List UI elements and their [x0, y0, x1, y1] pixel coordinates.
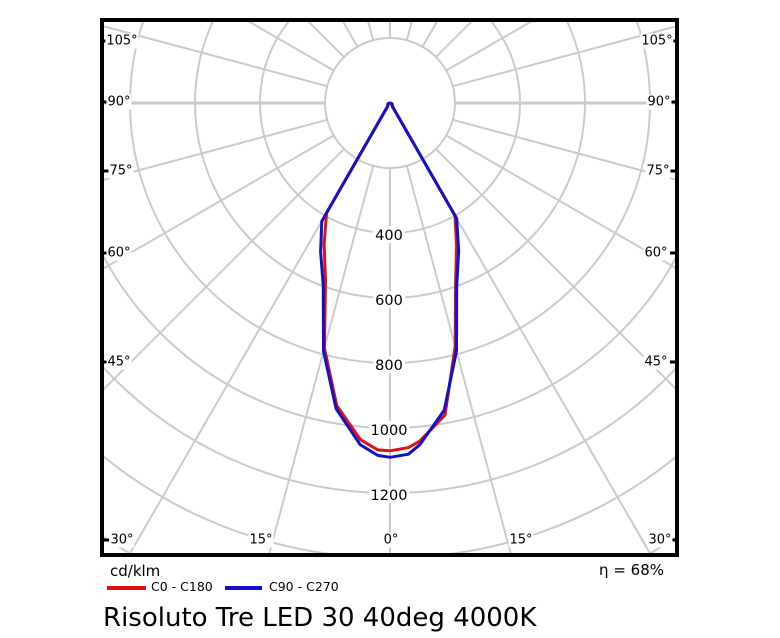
angle-label-7-0deg: 0°	[382, 532, 400, 548]
grid-ray-345deg	[268, 165, 375, 553]
legend-label-c0-c180: C0 - C180	[151, 579, 213, 594]
legend-item-c90-c270: C90 - C270	[225, 579, 345, 595]
grid-ray-165deg	[405, 22, 413, 41]
angle-label-11-60deg: 60°	[643, 245, 669, 261]
legend-line-blue	[225, 586, 262, 590]
grid-ray-120deg	[445, 22, 533, 72]
grid-ray-150deg	[421, 22, 438, 48]
axis-tick-right	[670, 251, 675, 255]
polar-chart-canvas: 400 600 800 1000 1200	[104, 22, 675, 553]
angle-label-13-90deg: 90°	[646, 94, 672, 110]
axis-tick-left	[104, 169, 109, 173]
angle-label-8-15deg: 15°	[508, 532, 534, 548]
radial-value-label-800: 800	[375, 358, 403, 374]
radial-value-label-400: 400	[375, 228, 403, 244]
grid-ray-330deg	[129, 158, 359, 553]
radial-value-label-1200: 1200	[371, 488, 408, 504]
grid-ray-195deg	[367, 22, 375, 41]
angle-label-0-105deg: 105°	[105, 33, 139, 49]
axis-tick-left	[104, 538, 109, 542]
axis-tick-right	[670, 169, 675, 173]
legend-line-red	[107, 586, 146, 590]
radial-label-bg-600	[373, 291, 405, 308]
curve-C90-C270	[319, 101, 461, 459]
radial-value-label-600: 600	[375, 293, 403, 309]
unit-label: cd/klm	[110, 562, 161, 580]
angle-label-5-30deg: 30°	[109, 532, 135, 548]
legend-label-c90-c270: C90 - C270	[269, 579, 339, 594]
efficiency-label: η = 68%	[599, 561, 664, 579]
radial-value-label-1000: 1000	[371, 423, 408, 439]
radial-label-bg-1000	[368, 421, 410, 438]
grid-ray-30deg	[421, 158, 651, 553]
page-title: Risoluto Tre LED 30 40deg 4000K	[103, 603, 537, 633]
grid-ray-225deg	[307, 22, 345, 58]
grid-ray-240deg	[247, 22, 335, 72]
legend-item-c0-c180: C0 - C180	[107, 579, 222, 595]
grid-ray-315deg	[104, 148, 345, 391]
angle-label-12-75deg: 75°	[645, 163, 671, 179]
angle-label-1-90deg: 90°	[106, 94, 132, 110]
radial-label-bg-800	[373, 356, 405, 373]
angle-label-4-45deg: 45°	[106, 354, 132, 370]
axis-tick-right	[670, 360, 675, 364]
grid-ray-15deg	[405, 165, 512, 553]
angle-label-9-30deg: 30°	[647, 532, 673, 548]
angle-label-6-15deg: 15°	[248, 532, 274, 548]
grid-ray-60deg	[445, 134, 675, 269]
axis-tick-right	[670, 100, 675, 104]
grid-ray-300deg	[104, 134, 335, 270]
angle-label-3-60deg: 60°	[106, 245, 132, 261]
angle-label-10-45deg: 45°	[643, 354, 669, 370]
radial-label-bg-1200	[368, 486, 410, 503]
grid-ray-45deg	[435, 148, 675, 390]
grid-ray-105deg	[452, 25, 675, 88]
grid-ray-75deg	[452, 118, 675, 181]
grid-ray-255deg	[104, 25, 328, 88]
radial-label-bg-400	[373, 226, 405, 243]
angle-label-2-75deg: 75°	[108, 163, 134, 179]
grid-ray-285deg	[104, 118, 328, 181]
angle-label-14-105deg: 105°	[640, 33, 674, 49]
